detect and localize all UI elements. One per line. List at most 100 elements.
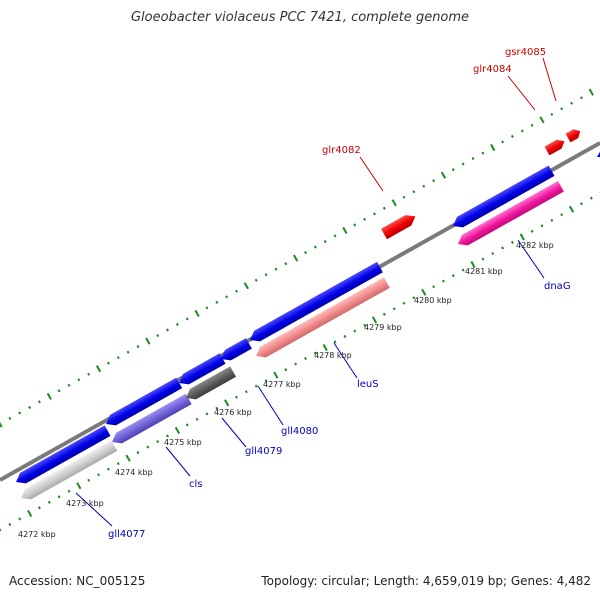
major-tick [342, 226, 348, 234]
minor-tick [185, 317, 189, 321]
gene-gll4079[interactable] [183, 366, 237, 403]
callout-glr4082 [359, 156, 384, 192]
minor-tick [304, 251, 307, 255]
minor-tick [540, 224, 544, 228]
gene-reverse-6[interactable] [450, 165, 555, 231]
minor-tick [432, 285, 436, 289]
minor-tick [126, 350, 130, 354]
minor-tick [175, 322, 179, 326]
minor-tick [461, 268, 465, 272]
minor-tick [264, 273, 268, 277]
minor-tick [510, 134, 514, 138]
major-tick [440, 171, 447, 179]
minor-tick [166, 328, 169, 332]
major-tick [273, 371, 279, 379]
kbp-label: 4281 kbp [465, 267, 503, 276]
gene-reverse-4[interactable] [218, 338, 252, 364]
minor-tick [333, 234, 337, 238]
callout-cls [165, 446, 191, 477]
gene-reverse-3[interactable] [176, 353, 226, 388]
minor-tick [57, 495, 61, 499]
gene-label-gsr4085: gsr4085 [505, 47, 546, 58]
kbp-label: 4278 kbp [314, 351, 352, 360]
minor-tick [254, 384, 258, 388]
minor-tick [284, 368, 288, 372]
minor-tick [550, 112, 554, 116]
minor-tick [8, 416, 12, 420]
gene-label-leuS: leuS [357, 379, 379, 390]
major-tick [194, 309, 200, 317]
minor-tick [116, 462, 120, 466]
minor-tick [77, 378, 81, 382]
minor-tick [264, 379, 268, 383]
minor-tick [422, 184, 426, 188]
minor-tick [501, 246, 505, 250]
gene-leuS[interactable] [253, 277, 390, 361]
major-tick [76, 482, 82, 490]
gene-glr4084[interactable] [544, 137, 567, 156]
minor-tick [156, 440, 160, 444]
minor-tick [235, 395, 238, 399]
minor-tick [343, 334, 347, 338]
minor-tick [304, 357, 307, 361]
minor-tick [363, 217, 367, 221]
minor-tick [37, 506, 41, 510]
minor-tick [589, 196, 593, 200]
gene-glr4082[interactable] [381, 211, 418, 240]
minor-tick [37, 400, 41, 404]
kbp-label: 4277 kbp [263, 380, 301, 389]
minor-tick [461, 162, 465, 166]
minor-tick [18, 411, 22, 415]
minor-tick [382, 312, 386, 316]
kbp-label: 4272 kbp [18, 530, 56, 539]
minor-tick [353, 329, 357, 333]
minor-tick [225, 295, 229, 299]
minor-tick [97, 473, 100, 477]
minor-tick [215, 406, 219, 410]
minor-tick [18, 517, 22, 521]
minor-tick [530, 229, 534, 233]
major-tick [125, 454, 131, 462]
minor-tick [8, 522, 12, 526]
minor-tick [451, 274, 455, 278]
major-tick [27, 509, 33, 517]
minor-tick [471, 157, 475, 161]
minor-tick [579, 96, 583, 100]
gene-reverse-1[interactable] [13, 425, 111, 487]
map-title: Gloeobacter violaceus PCC 7421, complete… [130, 10, 470, 25]
minor-tick [205, 412, 209, 416]
callout-gll4080 [257, 385, 284, 426]
gene-dnaG[interactable] [455, 181, 564, 249]
minor-tick [570, 101, 573, 105]
minor-tick [451, 168, 455, 172]
major-tick [568, 205, 575, 213]
major-tick [519, 233, 525, 241]
gene-cls[interactable] [109, 393, 192, 448]
callout-dnaG [517, 239, 545, 279]
major-tick [95, 365, 102, 373]
gene-label-cls: cls [189, 479, 203, 490]
gene-label-gll4080: gll4080 [281, 426, 318, 437]
gene-gll4077[interactable] [18, 440, 118, 503]
minor-tick [402, 301, 406, 305]
minor-tick [520, 129, 524, 133]
major-tick [490, 143, 496, 152]
minor-tick [215, 300, 219, 304]
callout-gll4079 [221, 417, 247, 448]
kbp-label: 4274 kbp [115, 468, 153, 477]
minor-tick [579, 202, 583, 206]
minor-tick [560, 107, 564, 111]
gene-reverse-5[interactable] [247, 261, 383, 345]
major-tick [391, 199, 397, 207]
gene-reverse-2[interactable] [103, 377, 183, 430]
minor-tick [136, 451, 140, 455]
minor-tick [116, 356, 120, 360]
minor-tick [530, 123, 534, 127]
callout-gll4077 [75, 492, 113, 527]
gene-label-gll4077: gll4077 [108, 529, 145, 540]
minor-tick [57, 389, 61, 393]
minor-tick [333, 340, 337, 344]
minor-tick [136, 345, 140, 349]
gene-gsr4085[interactable] [565, 127, 583, 143]
